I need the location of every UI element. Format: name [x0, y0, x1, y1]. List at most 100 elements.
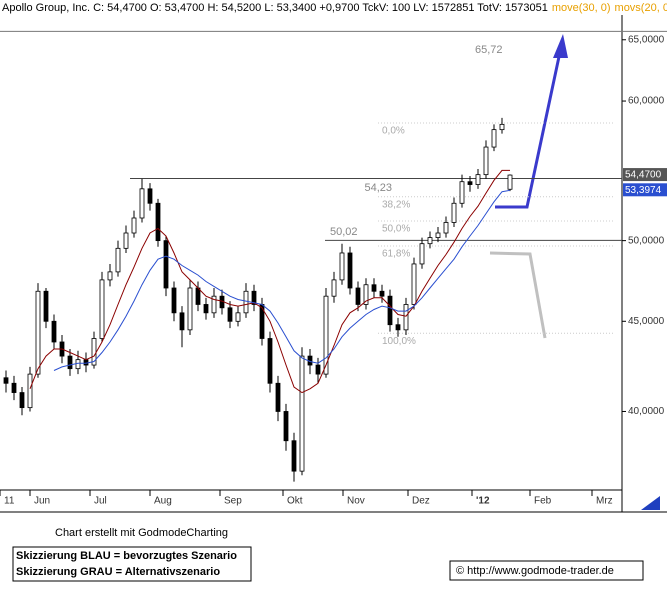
candle-body — [363, 284, 369, 305]
candle-body — [51, 320, 57, 343]
candle-body — [451, 202, 457, 223]
x-tick-label: 11 — [4, 496, 15, 507]
price-label: 54,4700 — [625, 170, 662, 181]
candle-body — [67, 355, 73, 370]
level-label: 50,02 — [330, 226, 358, 238]
fib-label: 61,8% — [382, 249, 410, 260]
legend-entry: movs(20, 0) — [615, 2, 667, 14]
candle-body — [19, 392, 25, 409]
candle-body — [43, 290, 49, 322]
main-scenario — [495, 51, 562, 209]
candle-body — [211, 295, 217, 314]
candle-body — [107, 271, 113, 281]
candle-body — [123, 232, 129, 249]
candle-body — [499, 123, 505, 131]
y-tick-label: 65,0000 — [628, 34, 665, 45]
price-label: 53,3974 — [625, 185, 662, 196]
candle-body — [379, 290, 385, 297]
candle-body — [179, 312, 185, 331]
candle-body — [147, 188, 153, 204]
legend-entry: move(30, 0) — [552, 2, 611, 14]
candle-body — [323, 295, 329, 375]
x-tick-label: Mrz — [596, 496, 613, 507]
candle-body — [427, 237, 433, 245]
x-tick-label: Jun — [34, 496, 50, 507]
candle-body — [35, 290, 41, 375]
candle-body — [403, 304, 409, 331]
legend-box — [12, 546, 252, 582]
candle-body — [3, 377, 9, 384]
candle-body — [443, 222, 449, 234]
candle-body — [483, 146, 489, 176]
candle-body — [371, 284, 377, 292]
fib-label: 50,0% — [382, 224, 410, 235]
candle-body — [267, 338, 273, 384]
candle-body — [395, 324, 401, 331]
candle-body — [139, 188, 145, 219]
price-label-box — [623, 183, 667, 197]
candle-body — [243, 290, 249, 314]
icon — [641, 496, 660, 510]
candle-body — [203, 304, 209, 314]
candle-body — [419, 243, 425, 265]
ma-line — [29, 169, 510, 394]
price-label-box — [623, 168, 667, 182]
candle-body — [115, 247, 121, 273]
candle-body — [491, 129, 497, 148]
credit: Chart erstellt mit GodmodeCharting — [55, 527, 228, 539]
candle-body — [99, 279, 105, 339]
candle-body — [467, 181, 473, 185]
candle-body — [187, 287, 193, 331]
x-tick-label: Aug — [154, 496, 172, 507]
candle-body — [507, 174, 513, 190]
candle-body — [171, 287, 177, 314]
candle-body — [283, 411, 289, 442]
candle-body — [331, 279, 337, 297]
candle-body — [347, 252, 353, 289]
x-tick-label: Sep — [224, 496, 242, 507]
candle-body — [459, 181, 465, 204]
copyright: © http://www.godmode-trader.de — [456, 565, 614, 577]
candle-body — [251, 290, 257, 305]
candle-body — [435, 232, 441, 238]
x-tick-label: Jul — [94, 496, 107, 507]
candle-body — [235, 312, 241, 322]
candle-body — [475, 174, 481, 185]
candle-body — [11, 382, 17, 393]
candle-body — [339, 252, 345, 281]
x-tick-label: Okt — [287, 496, 303, 507]
level-label: 54,23 — [364, 182, 392, 194]
candle-body — [411, 263, 417, 305]
candle-body — [387, 295, 393, 326]
x-tick-label: Nov — [347, 496, 365, 507]
candle-body — [315, 364, 321, 375]
fib-label: 0,0% — [382, 126, 405, 137]
y-tick-label: 60,0000 — [628, 96, 665, 107]
candle-body — [27, 373, 33, 409]
arrow-head — [553, 34, 568, 58]
candle-body — [75, 359, 81, 370]
y-tick-label: 40,0000 — [628, 406, 665, 417]
x-tick-label: '12 — [476, 496, 490, 507]
candle-body — [155, 202, 161, 242]
candle-body — [355, 287, 361, 305]
ma-line — [53, 189, 511, 371]
legend-gray: Skizzierung GRAU = Alternativszenario — [16, 566, 220, 578]
y-tick-label: 50,0000 — [628, 235, 665, 246]
x-tick-label: Dez — [412, 496, 430, 507]
x-tick-label: Feb — [534, 496, 552, 507]
candle-body — [195, 287, 201, 305]
legend-blue: Skizzierung BLAU = bevorzugtes Szenario — [16, 550, 237, 562]
candle-body — [291, 440, 297, 472]
level-label: 65,72 — [475, 44, 503, 56]
candle-body — [299, 355, 305, 472]
fib-label: 38,2% — [382, 199, 410, 210]
candle-body — [83, 359, 89, 366]
copyright-box — [449, 560, 644, 581]
candle-body — [227, 307, 233, 322]
alt-scenario — [489, 251, 547, 339]
y-tick-label: 45,0000 — [628, 316, 665, 327]
header: Apollo Group, Inc. C: 54,4700 O: 53,4700… — [2, 2, 667, 14]
fib-label: 100,0% — [382, 336, 416, 347]
